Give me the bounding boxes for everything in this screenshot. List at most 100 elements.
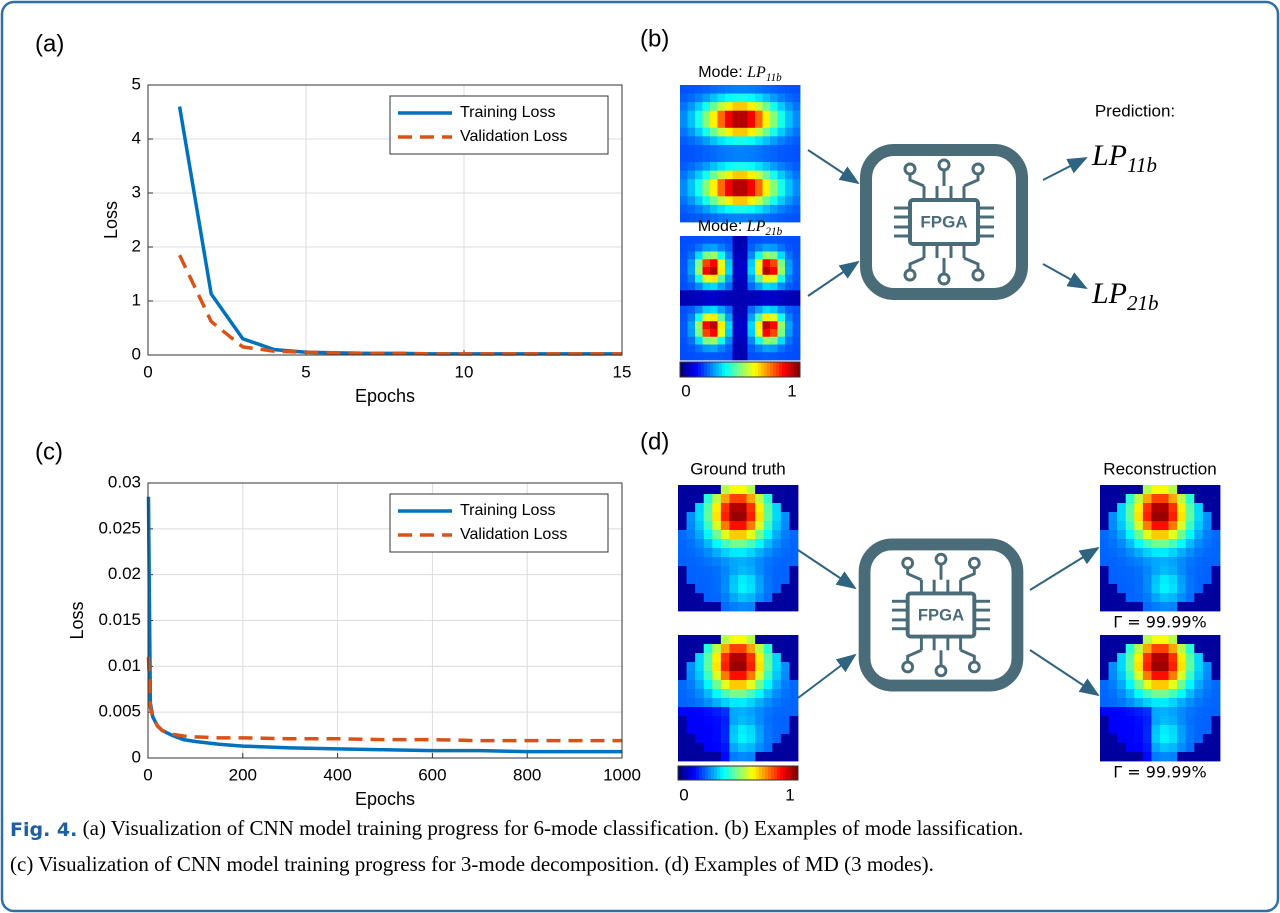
pixel bbox=[729, 539, 738, 548]
pixel bbox=[755, 337, 763, 345]
pixel bbox=[1134, 512, 1143, 521]
pixel bbox=[1109, 566, 1118, 575]
pixel bbox=[695, 321, 703, 329]
pixel bbox=[1169, 566, 1178, 575]
pixel bbox=[770, 102, 778, 111]
colorbar-cell bbox=[741, 766, 744, 780]
pixel bbox=[725, 283, 733, 291]
x-tick-label: 200 bbox=[229, 765, 257, 784]
pixel bbox=[1126, 743, 1135, 752]
colorbar-cell bbox=[713, 362, 716, 377]
pixel bbox=[747, 575, 756, 584]
pixel bbox=[1186, 503, 1195, 512]
pixel bbox=[688, 314, 696, 322]
pixel bbox=[755, 136, 763, 145]
pixel bbox=[764, 680, 773, 689]
pixel bbox=[778, 85, 786, 94]
pixel bbox=[1151, 752, 1160, 761]
pixel bbox=[1126, 689, 1135, 698]
pixel bbox=[1160, 707, 1169, 716]
pixel bbox=[764, 548, 773, 557]
pixel bbox=[1151, 548, 1160, 557]
pixel bbox=[688, 102, 696, 111]
pixel bbox=[1177, 662, 1186, 671]
pixel bbox=[1100, 689, 1109, 698]
pixel bbox=[1211, 575, 1220, 584]
pixel bbox=[748, 171, 756, 180]
pixel bbox=[763, 188, 771, 197]
pixel bbox=[721, 743, 730, 752]
pixel bbox=[712, 698, 721, 707]
pixel bbox=[1203, 503, 1212, 512]
pixel bbox=[725, 267, 733, 275]
pixel bbox=[778, 314, 786, 322]
pixel bbox=[738, 566, 747, 575]
pixel bbox=[725, 236, 733, 244]
pixel bbox=[781, 707, 790, 716]
colorbar-cell bbox=[740, 362, 743, 377]
pixel bbox=[718, 171, 726, 180]
pixel bbox=[1126, 707, 1135, 716]
pixel bbox=[1186, 602, 1195, 611]
pixel bbox=[748, 179, 756, 188]
pixel bbox=[793, 283, 801, 291]
pixel bbox=[710, 298, 718, 306]
pixel bbox=[755, 196, 763, 205]
legend-label: Training Loss bbox=[460, 502, 555, 519]
pixel bbox=[781, 644, 790, 653]
pixel bbox=[764, 512, 773, 521]
pixel bbox=[695, 743, 704, 752]
pixel bbox=[718, 321, 726, 329]
pixel bbox=[785, 329, 793, 337]
pixel bbox=[1100, 575, 1109, 584]
pixel bbox=[710, 321, 718, 329]
pixel bbox=[710, 119, 718, 128]
pixel bbox=[748, 154, 756, 163]
pixel bbox=[747, 584, 756, 593]
pixel bbox=[1143, 539, 1152, 548]
pixel bbox=[1117, 653, 1126, 662]
pixel bbox=[785, 345, 793, 353]
pixel bbox=[1134, 725, 1143, 734]
pixel bbox=[740, 179, 748, 188]
pixel bbox=[729, 662, 738, 671]
pixel bbox=[1203, 734, 1212, 743]
pixel bbox=[1126, 644, 1135, 653]
pixel bbox=[738, 602, 747, 611]
pixel bbox=[793, 128, 801, 137]
pixel bbox=[781, 593, 790, 602]
pixel bbox=[789, 548, 798, 557]
pixel bbox=[712, 716, 721, 725]
pixel bbox=[1186, 644, 1195, 653]
pixel bbox=[729, 494, 738, 503]
pixel bbox=[725, 171, 733, 180]
pixel bbox=[718, 252, 726, 260]
pixel bbox=[772, 602, 781, 611]
pixel bbox=[721, 485, 730, 494]
pixel bbox=[1177, 575, 1186, 584]
pixel bbox=[1177, 680, 1186, 689]
pixel bbox=[1143, 521, 1152, 530]
ground-truth-image bbox=[678, 635, 798, 761]
pixel bbox=[770, 154, 778, 163]
pixel bbox=[1211, 752, 1220, 761]
pixel bbox=[1151, 671, 1160, 680]
pixel bbox=[747, 557, 756, 566]
pixel bbox=[721, 530, 730, 539]
pixel bbox=[710, 162, 718, 171]
pixel bbox=[712, 644, 721, 653]
pixel bbox=[772, 485, 781, 494]
pixel bbox=[1211, 698, 1220, 707]
pixel bbox=[703, 145, 711, 154]
pixel bbox=[764, 752, 773, 761]
pixel bbox=[755, 128, 763, 137]
pixel bbox=[712, 548, 721, 557]
pixel bbox=[1169, 671, 1178, 680]
pixel bbox=[747, 644, 756, 653]
pixel bbox=[695, 283, 703, 291]
pixel bbox=[770, 283, 778, 291]
pixel bbox=[687, 512, 696, 521]
pixel bbox=[1169, 725, 1178, 734]
pixel bbox=[1143, 680, 1152, 689]
pixel bbox=[695, 593, 704, 602]
